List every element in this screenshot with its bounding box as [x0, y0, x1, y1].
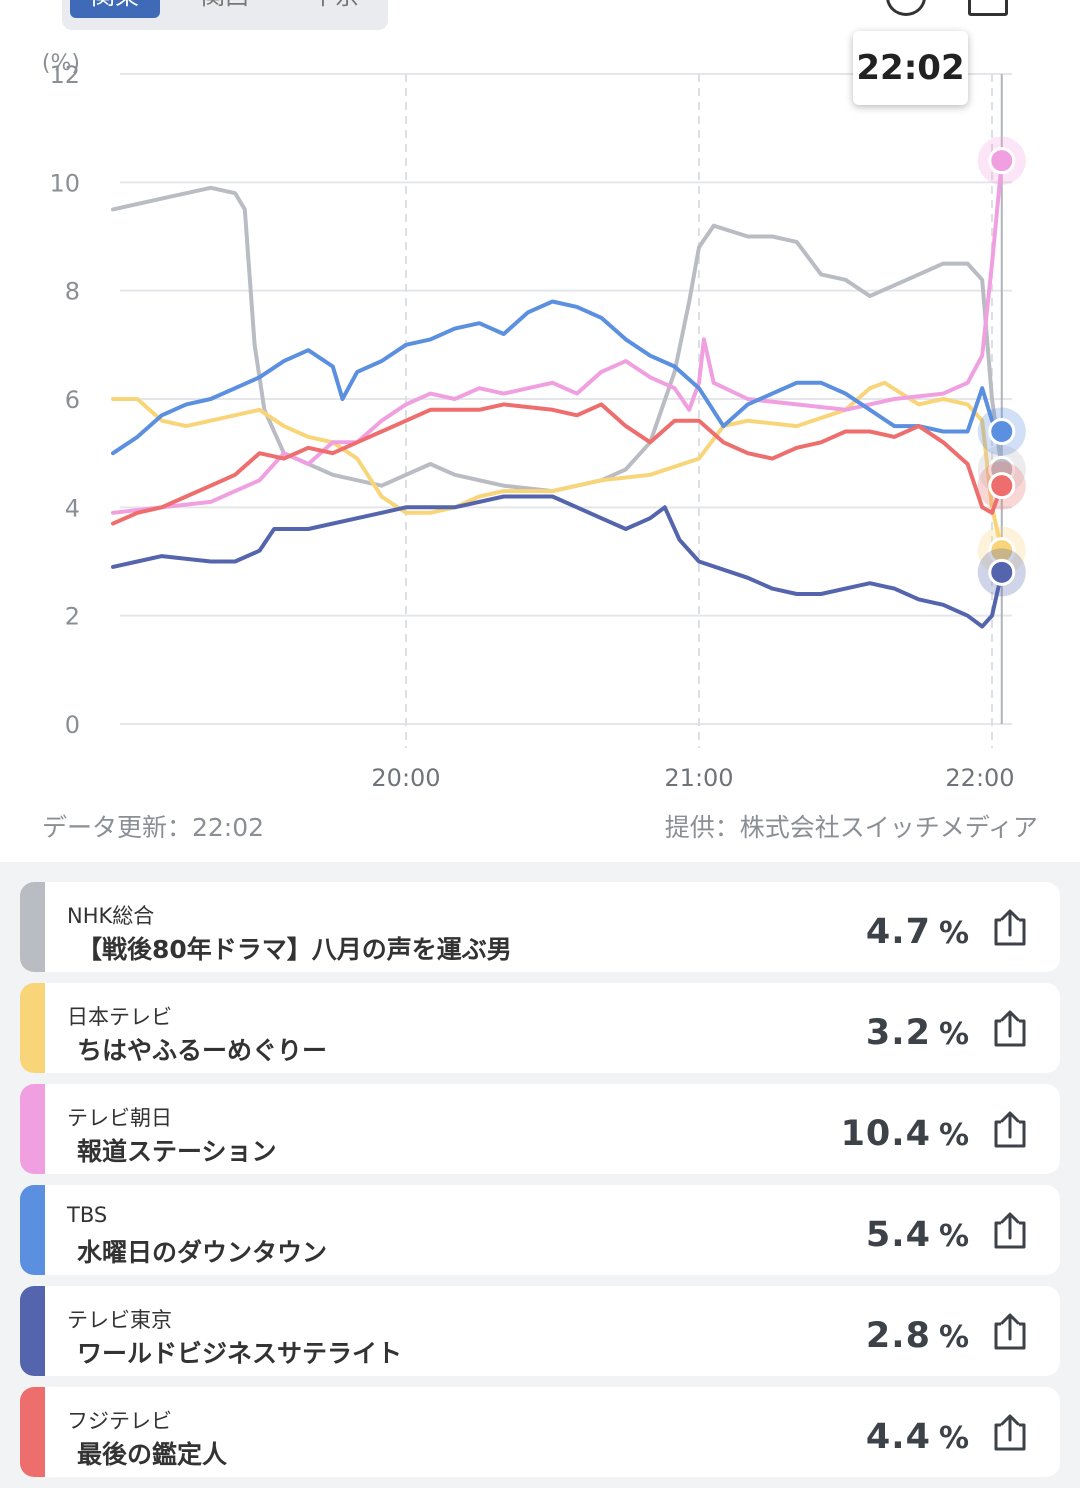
channel-name: フジテレビ	[67, 1409, 172, 1433]
share-icon[interactable]	[990, 1312, 1030, 1352]
tab-kanto[interactable]: 関東	[70, 0, 160, 18]
series-marker	[988, 418, 1016, 445]
share-icon[interactable]	[990, 1413, 1030, 1453]
channel-name: NHK総合	[67, 904, 155, 928]
rating-value: 10.4%	[841, 1114, 970, 1154]
share-icon[interactable]	[990, 1110, 1030, 1150]
rating-chart: 0 2 4 6 8 10 12(%) 20:00 21:00 22:00	[42, 51, 1026, 792]
channel-list: NHK総合 【戦後80年ドラマ】八月の声を運ぶ男 4.7% 日本テレビ ちはやふ…	[20, 882, 1060, 1488]
y-tick-label: 4	[65, 494, 80, 522]
data-updated: データ更新：22:02	[42, 813, 265, 842]
rating-value: 4.7%	[866, 912, 970, 952]
rating-unit: %	[938, 1421, 970, 1456]
series-line	[111, 402, 1004, 526]
x-tick-label: 21:00	[664, 764, 733, 792]
list-item[interactable]: NHK総合 【戦後80年ドラマ】八月の声を運ぶ男 4.7%	[20, 882, 1060, 972]
rating-number: 4.7	[865, 912, 931, 952]
list-item[interactable]: フジテレビ 最後の鑑定人 4.4%	[20, 1387, 1060, 1477]
share-icon[interactable]	[968, 0, 1008, 16]
x-tick-label: 20:00	[371, 764, 440, 792]
rating-unit: %	[938, 916, 970, 951]
channel-color-bar	[20, 983, 45, 1073]
list-item[interactable]: 日本テレビ ちはやふるーめぐりー 3.2%	[20, 983, 1060, 1073]
channel-color-bar	[20, 1387, 45, 1477]
series-line	[111, 299, 1004, 456]
share-icon[interactable]	[990, 908, 1030, 948]
channel-color-bar	[20, 1084, 45, 1174]
rating-value: 4.4%	[866, 1417, 970, 1457]
program-title: 最後の鑑定人	[77, 1440, 228, 1469]
region-tabs: 関東 関西 中京	[62, 0, 388, 30]
chart-card: 関東 関西 中京 0 2 4 6 8 10 12(%) 20:00 21:00 22:00 22:…	[0, 0, 1080, 862]
rating-number: 3.2	[865, 1013, 931, 1053]
list-item[interactable]: TBS 水曜日のダウンタウン 5.4%	[20, 1185, 1060, 1275]
series-marker	[988, 147, 1016, 175]
channel-name: テレビ東京	[67, 1308, 172, 1332]
program-title: 報道ステーション	[77, 1137, 277, 1166]
y-tick-label: 10	[49, 169, 80, 197]
data-provider: 提供：株式会社スイッチメディア	[664, 813, 1038, 842]
list-item[interactable]: テレビ朝日 報道ステーション 10.4%	[20, 1084, 1060, 1174]
tab-kansai[interactable]: 関西	[180, 0, 270, 18]
share-icon[interactable]	[990, 1211, 1030, 1251]
channel-color-bar	[20, 1185, 45, 1275]
rating-number: 4.4	[865, 1417, 931, 1457]
channel-name: テレビ朝日	[67, 1106, 172, 1130]
rating-unit: %	[938, 1320, 970, 1355]
channel-name: TBS	[67, 1203, 108, 1227]
share-icon[interactable]	[990, 1009, 1030, 1049]
y-tick-label: 12	[49, 61, 80, 89]
program-title: 水曜日のダウンタウン	[77, 1238, 328, 1267]
tab-chukyo[interactable]: 中京	[290, 0, 380, 18]
series-line	[111, 494, 1004, 629]
program-title: ワールドビジネスサテライト	[77, 1339, 403, 1368]
channel-color-bar	[20, 1286, 45, 1376]
y-axis-unit: (%)	[42, 51, 80, 76]
y-tick-label: 0	[65, 711, 80, 739]
rating-number: 2.8	[865, 1316, 931, 1356]
rating-value: 3.2%	[866, 1013, 970, 1053]
series-line	[111, 185, 1004, 494]
list-item[interactable]: テレビ東京 ワールドビジネスサテライト 2.8%	[20, 1286, 1060, 1376]
rating-unit: %	[938, 1219, 970, 1254]
rating-value: 2.8%	[866, 1316, 970, 1356]
x-tick-label: 22:00	[945, 764, 1014, 792]
channel-name: 日本テレビ	[67, 1005, 172, 1029]
rating-unit: %	[938, 1118, 970, 1153]
channel-color-bar	[20, 882, 45, 972]
series-marker	[988, 558, 1016, 586]
program-title: 【戦後80年ドラマ】八月の声を運ぶ男	[77, 935, 512, 964]
series-line	[111, 380, 1004, 553]
series-marker	[988, 472, 1016, 500]
rating-number: 10.4	[840, 1114, 931, 1154]
rating-unit: %	[938, 1017, 970, 1052]
y-tick-label: 2	[65, 603, 80, 631]
y-tick-label: 8	[65, 278, 80, 306]
rating-value: 5.4%	[866, 1215, 970, 1255]
y-tick-label: 6	[65, 386, 80, 414]
program-title: ちはやふるーめぐりー	[77, 1036, 328, 1065]
time-tooltip: 22:02	[853, 31, 968, 105]
rating-number: 5.4	[865, 1215, 931, 1255]
